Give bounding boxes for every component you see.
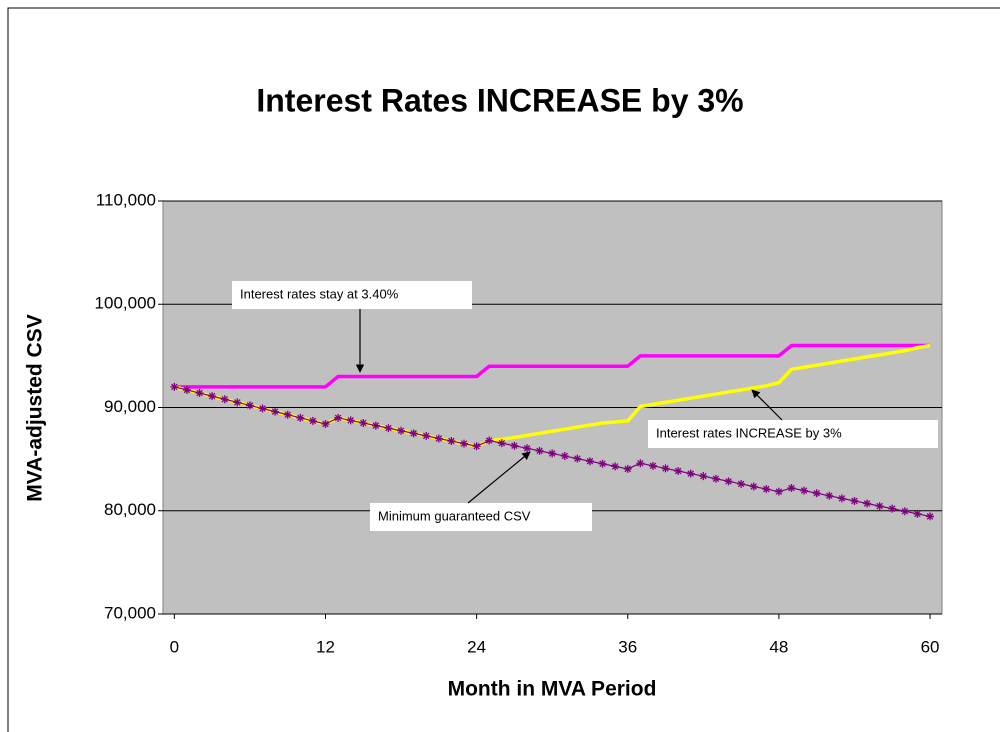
point-marker bbox=[497, 439, 506, 448]
point-marker bbox=[749, 482, 758, 491]
point-marker bbox=[397, 426, 406, 435]
point-marker bbox=[774, 487, 783, 496]
x-tick-label: 24 bbox=[467, 637, 486, 656]
x-tick-label: 60 bbox=[921, 637, 940, 656]
x-axis-label: Month in MVA Period bbox=[448, 678, 657, 701]
point-marker bbox=[699, 472, 708, 481]
point-marker bbox=[926, 512, 935, 521]
y-tick-label: 80,000 bbox=[104, 500, 156, 519]
point-marker bbox=[220, 395, 229, 404]
point-marker bbox=[762, 485, 771, 494]
point-marker bbox=[334, 413, 343, 422]
callout-label: Interest rates INCREASE by 3% bbox=[656, 425, 842, 440]
x-tick-label: 48 bbox=[769, 637, 788, 656]
point-marker bbox=[258, 404, 267, 413]
point-marker bbox=[434, 434, 443, 443]
point-marker bbox=[623, 464, 632, 473]
point-marker bbox=[611, 462, 620, 471]
point-marker bbox=[560, 452, 569, 461]
point-marker bbox=[308, 416, 317, 425]
x-tick-label: 12 bbox=[316, 637, 335, 656]
point-marker bbox=[863, 499, 872, 508]
point-marker bbox=[447, 437, 456, 446]
point-marker bbox=[346, 416, 355, 425]
point-marker bbox=[233, 398, 242, 407]
chart-title: Interest Rates INCREASE by 3% bbox=[256, 82, 743, 118]
point-marker bbox=[245, 401, 254, 410]
callout-arrow bbox=[467, 451, 531, 504]
point-marker bbox=[648, 461, 657, 470]
callout-label: Minimum guaranteed CSV bbox=[378, 508, 531, 523]
y-tick-label: 110,000 bbox=[96, 190, 156, 209]
y-tick-label: 90,000 bbox=[104, 397, 156, 416]
point-marker bbox=[800, 486, 809, 495]
point-marker bbox=[472, 442, 481, 451]
point-marker bbox=[711, 474, 720, 483]
point-marker bbox=[888, 504, 897, 513]
y-tick-label: 70,000 bbox=[104, 603, 156, 622]
point-marker bbox=[875, 502, 884, 511]
series-line bbox=[174, 343, 931, 389]
callout-box bbox=[648, 420, 938, 448]
point-marker bbox=[208, 392, 217, 401]
point-marker bbox=[485, 436, 494, 445]
callout-box bbox=[232, 281, 472, 309]
point-marker bbox=[460, 439, 469, 448]
point-marker bbox=[787, 484, 796, 493]
point-marker bbox=[321, 420, 330, 429]
point-marker bbox=[737, 479, 746, 488]
point-marker bbox=[724, 477, 733, 486]
point-marker bbox=[283, 410, 292, 419]
point-marker bbox=[837, 494, 846, 503]
point-marker bbox=[359, 418, 368, 427]
point-marker bbox=[674, 466, 683, 475]
point-marker bbox=[195, 389, 204, 398]
y-tick-label: 100,000 bbox=[95, 294, 156, 313]
point-marker bbox=[170, 382, 179, 391]
callout-box bbox=[370, 503, 592, 531]
x-tick-label: 0 bbox=[170, 637, 179, 656]
callout-label: Interest rates stay at 3.40% bbox=[240, 286, 399, 301]
y-axis-label: MVA-adjusted CSV bbox=[24, 314, 47, 501]
callout-arrow bbox=[751, 389, 783, 421]
point-marker bbox=[384, 424, 393, 433]
point-marker bbox=[409, 429, 418, 438]
point-marker bbox=[573, 454, 582, 463]
point-marker bbox=[371, 421, 380, 430]
x-tick-label: 36 bbox=[618, 637, 637, 656]
point-marker bbox=[661, 464, 670, 473]
point-marker bbox=[548, 449, 557, 458]
point-marker bbox=[535, 446, 544, 455]
point-marker bbox=[812, 489, 821, 498]
point-marker bbox=[913, 509, 922, 518]
point-marker bbox=[900, 507, 909, 516]
point-marker bbox=[825, 491, 834, 500]
point-marker bbox=[522, 444, 531, 453]
point-marker bbox=[636, 459, 645, 468]
point-marker bbox=[422, 431, 431, 440]
point-marker bbox=[585, 457, 594, 466]
point-marker bbox=[850, 496, 859, 505]
point-marker bbox=[686, 469, 695, 478]
point-marker bbox=[296, 413, 305, 422]
point-marker bbox=[598, 459, 607, 468]
point-marker bbox=[271, 407, 280, 416]
point-marker bbox=[182, 385, 191, 394]
point-marker bbox=[510, 441, 519, 450]
